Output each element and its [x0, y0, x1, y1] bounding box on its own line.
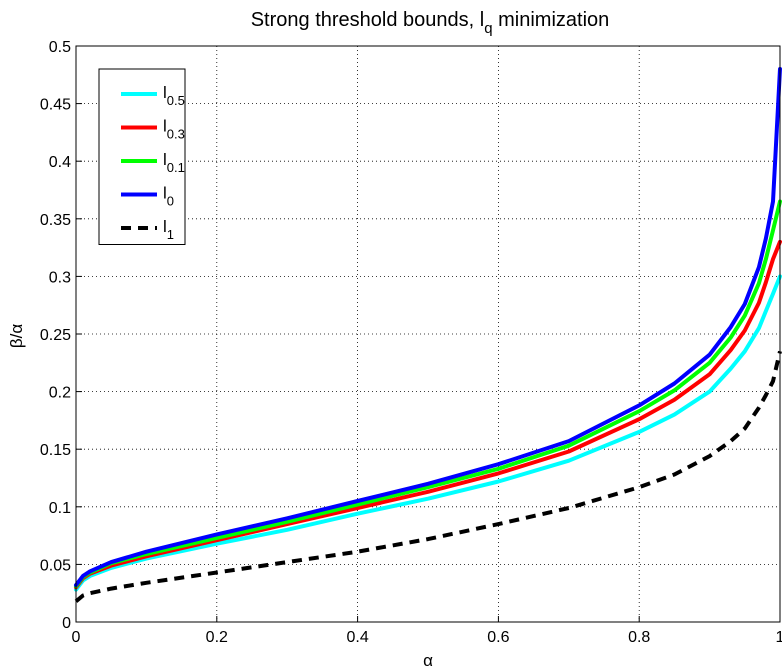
chart-title-tail: minimization	[493, 9, 610, 31]
legend: l0.5 l0.3 l0.1 l0 l1	[98, 68, 186, 245]
x-tick-label: 0.4	[346, 629, 368, 646]
y-tick-label: 0.05	[40, 557, 71, 574]
chart-title-main: Strong threshold bounds, l	[251, 9, 485, 31]
series-line-l0.3	[74, 239, 782, 590]
legend-box	[98, 68, 186, 245]
legend-label: l0	[163, 184, 174, 209]
legend-label: l0.1	[163, 150, 185, 175]
x-tick-label: 0	[72, 629, 81, 646]
x-tick-label: 0.6	[487, 629, 509, 646]
series-line-l0	[74, 67, 782, 588]
x-tick-label: 0.2	[206, 629, 228, 646]
series-line-l0.5	[74, 274, 782, 592]
chart-title: Strong threshold bounds, lq minimization	[251, 9, 610, 37]
legend-label: l0.5	[163, 83, 185, 108]
y-tick-label: 0.45	[40, 97, 71, 114]
y-tick-label: 0.3	[49, 269, 71, 286]
y-tick-label: 0	[62, 615, 71, 632]
legend-label: l0.3	[163, 117, 185, 142]
y-tick-label: 0.5	[49, 39, 71, 56]
series-layer	[74, 67, 782, 603]
y-tick-label: 0.35	[40, 212, 71, 229]
x-tick-label: 0.8	[628, 629, 650, 646]
legend-label: l1	[163, 217, 174, 242]
tick-layer: 0 0.2 0.4 0.6 0.8 1 0 0.05 0.1 0.15 0.2 0.25 0.3 0.35…	[40, 39, 782, 646]
y-tick-label: 0.2	[49, 385, 71, 402]
y-tick-label: 0.25	[40, 327, 71, 344]
chart-title-sub: q	[484, 20, 492, 37]
grid	[76, 46, 780, 622]
y-tick-label: 0.15	[40, 442, 71, 459]
y-axis-label: β/α	[7, 324, 26, 349]
x-axis-label: α	[423, 651, 433, 670]
x-tick-label: 1	[776, 629, 782, 646]
y-tick-label: 0.4	[49, 154, 71, 171]
y-tick-label: 0.1	[49, 500, 71, 517]
series-line-l1	[74, 350, 782, 603]
